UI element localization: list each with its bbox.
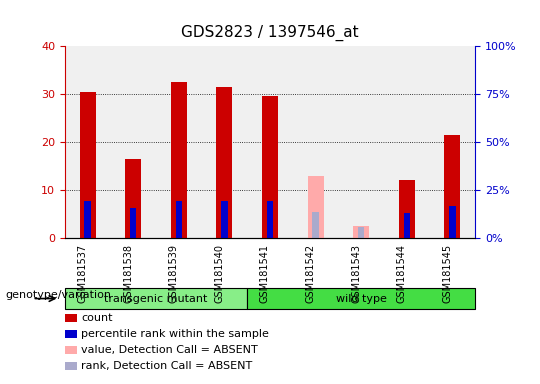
- Bar: [353, 226, 369, 238]
- Bar: [444, 135, 461, 238]
- Text: GSM181542: GSM181542: [306, 244, 315, 303]
- Text: rank, Detection Call = ABSENT: rank, Detection Call = ABSENT: [81, 361, 252, 371]
- Text: GSM181545: GSM181545: [442, 244, 453, 303]
- Text: genotype/variation: genotype/variation: [5, 290, 111, 301]
- Bar: [79, 92, 96, 238]
- Text: wild type: wild type: [336, 293, 387, 304]
- Bar: [399, 180, 415, 238]
- Text: transgenic mutant: transgenic mutant: [104, 293, 208, 304]
- Bar: [358, 227, 365, 238]
- Bar: [125, 159, 141, 238]
- Text: GSM181541: GSM181541: [260, 244, 270, 303]
- Text: GSM181544: GSM181544: [397, 244, 407, 303]
- Bar: [84, 200, 91, 238]
- Text: GSM181540: GSM181540: [214, 244, 225, 303]
- Text: count: count: [81, 313, 112, 323]
- Text: GSM181539: GSM181539: [169, 244, 179, 303]
- Bar: [308, 176, 323, 238]
- Bar: [403, 213, 410, 238]
- Text: GSM181537: GSM181537: [78, 244, 87, 303]
- Bar: [176, 200, 182, 238]
- Bar: [130, 208, 137, 238]
- Bar: [217, 87, 232, 238]
- Bar: [267, 200, 273, 238]
- Text: GSM181538: GSM181538: [123, 244, 133, 303]
- Bar: [262, 96, 278, 238]
- Bar: [221, 200, 227, 238]
- Text: GSM181543: GSM181543: [351, 244, 361, 303]
- Text: GDS2823 / 1397546_at: GDS2823 / 1397546_at: [181, 25, 359, 41]
- Text: value, Detection Call = ABSENT: value, Detection Call = ABSENT: [81, 345, 258, 355]
- Bar: [171, 82, 187, 238]
- Text: percentile rank within the sample: percentile rank within the sample: [81, 329, 269, 339]
- Bar: [449, 207, 456, 238]
- Bar: [313, 212, 319, 238]
